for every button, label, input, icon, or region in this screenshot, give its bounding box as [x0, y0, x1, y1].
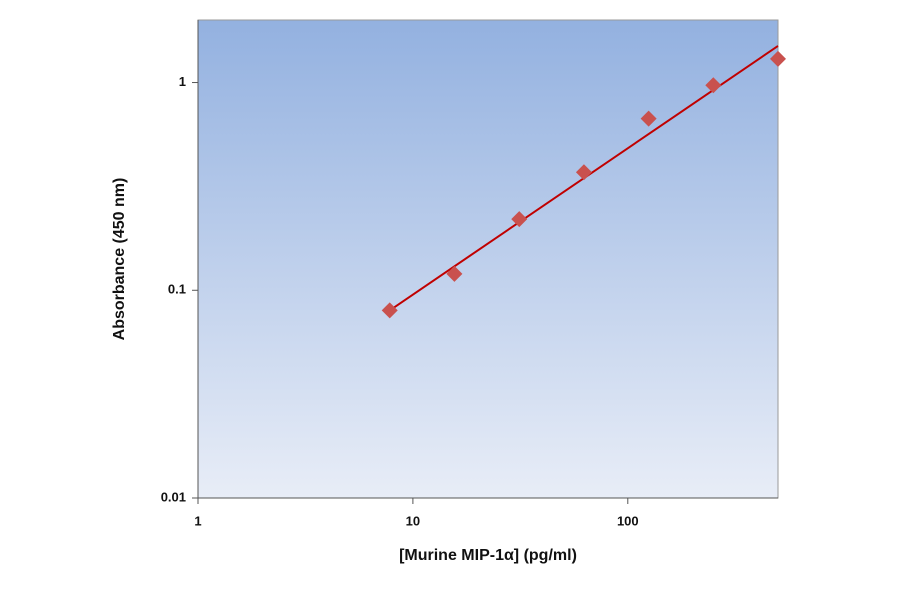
data-point — [770, 50, 786, 67]
x-axis-title: [Murine MIP-1α] (pg/ml) — [399, 547, 577, 564]
y-tick-label: 0.1 — [168, 282, 186, 297]
data-point — [381, 302, 398, 319]
x-tick-label: 100 — [617, 513, 639, 528]
y-tick-label: 1 — [179, 74, 186, 89]
data-point — [446, 265, 463, 282]
x-tick-label: 1 — [194, 513, 201, 528]
data-point — [640, 110, 657, 127]
plot-area — [197, 19, 779, 499]
x-tick-label: 10 — [406, 513, 420, 528]
data-point — [511, 211, 528, 228]
y-axis-title: Absorbance (450 nm) — [111, 178, 128, 341]
data-point — [705, 77, 722, 94]
data-point — [575, 164, 592, 181]
y-tick-label: 0.01 — [161, 489, 186, 504]
